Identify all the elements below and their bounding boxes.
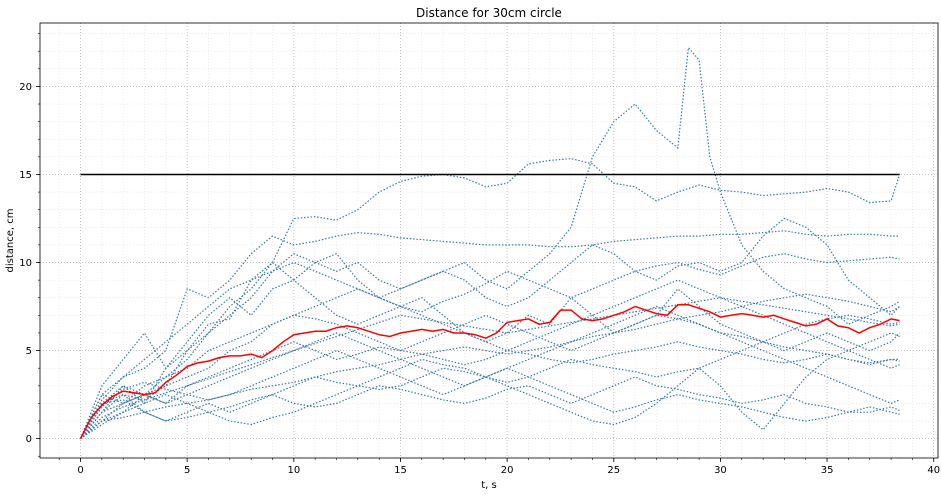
- trial-series-line: [80, 349, 900, 439]
- trial-series-line: [80, 293, 900, 440]
- x-axis-title: t, s: [481, 480, 497, 491]
- x-tick-label: 35: [821, 465, 834, 476]
- y-tick-label: 15: [19, 170, 32, 181]
- trial-series-line: [79, 230, 900, 439]
- x-tick-label: 40: [927, 465, 940, 476]
- x-tick-label: 30: [714, 465, 727, 476]
- y-axis-title: distance, cm: [5, 209, 16, 273]
- trial-series-line: [79, 261, 901, 439]
- x-tick-label: 25: [607, 465, 620, 476]
- ticks: 0 5 10 15 20 25 30 35 40 0 5 10 15 20: [19, 33, 940, 476]
- trial-series-line: [80, 376, 900, 439]
- trial-series-line: [79, 332, 900, 439]
- trial-series-line: [80, 305, 900, 439]
- grid: [40, 23, 938, 458]
- mean-series-group: [79, 304, 900, 439]
- trial-series-line: [80, 46, 900, 439]
- trial-series-line: [80, 253, 900, 440]
- trial-series-line: [80, 217, 901, 440]
- trial-series-line: [79, 261, 900, 439]
- trial-series-line: [79, 341, 900, 439]
- y-tick-label: 5: [26, 346, 32, 357]
- plot-frame: [39, 22, 939, 459]
- x-tick-label: 15: [394, 465, 407, 476]
- x-tick-label: 10: [287, 465, 300, 476]
- chart-title: Distance for 30cm circle: [416, 6, 562, 20]
- x-tick-label: 5: [184, 465, 190, 476]
- mean-series-line: [79, 304, 900, 439]
- y-tick-label: 0: [26, 434, 32, 445]
- x-tick-label: 20: [501, 465, 514, 476]
- x-tick-label: 0: [77, 465, 83, 476]
- trial-series-group: [79, 46, 901, 440]
- y-tick-label: 20: [19, 82, 32, 93]
- y-tick-label: 10: [19, 258, 32, 269]
- trial-series-line: [79, 157, 901, 439]
- trial-series-line: [79, 314, 900, 439]
- trial-series-line: [80, 341, 900, 440]
- trial-series-line: [80, 297, 900, 440]
